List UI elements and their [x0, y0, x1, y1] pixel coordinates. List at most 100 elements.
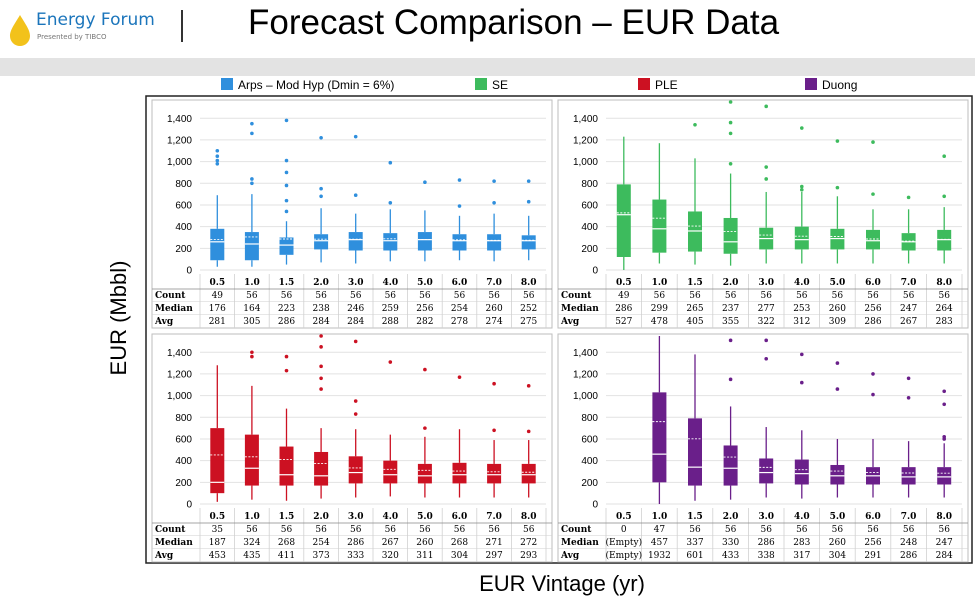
box-arps-mod-hyp-dmin-6-7 — [452, 178, 467, 261]
outlier-point — [800, 184, 804, 189]
x-tick-label: 6.0 — [452, 278, 468, 288]
box-se-0 — [616, 136, 631, 270]
outlier-point — [835, 387, 840, 391]
y-tick-label: 0 — [592, 500, 598, 511]
outlier-point — [353, 193, 358, 198]
y-tick-label: 200 — [581, 478, 598, 489]
stat-median-value: 252 — [520, 304, 537, 314]
stat-avg-value: 373 — [313, 551, 330, 561]
y-tick-label: 1,400 — [167, 348, 192, 359]
x-tick-label: 1.0 — [244, 278, 260, 288]
outlier-point — [250, 350, 254, 355]
stat-median-value: 268 — [278, 538, 295, 548]
x-tick-label: 2.0 — [723, 512, 739, 522]
outlier-point — [764, 356, 768, 361]
x-tick-label: 3.0 — [758, 512, 774, 522]
stat-avg-value: 433 — [722, 551, 739, 561]
header-band — [0, 58, 975, 76]
outlier-point — [871, 372, 875, 376]
outlier-point — [457, 204, 462, 208]
x-tick-label: 1.5 — [279, 278, 295, 288]
stat-median-value: 260 — [416, 538, 433, 548]
x-tick-label: 8.0 — [521, 278, 537, 288]
y-tick-label: 800 — [581, 413, 598, 424]
stat-avg-value: 284 — [936, 551, 953, 561]
box-body — [210, 228, 225, 261]
outlier-point — [942, 154, 946, 158]
outlier-point — [319, 334, 323, 338]
box-duong-6 — [830, 361, 845, 498]
box-arps-mod-hyp-dmin-6-5 — [383, 160, 398, 262]
panel-frame — [557, 99, 969, 329]
stat-count-value: 56 — [523, 291, 535, 301]
stat-count-value: 0 — [621, 525, 627, 535]
box-arps-mod-hyp-dmin-6-1 — [244, 121, 259, 267]
stat-median-value: 264 — [936, 304, 953, 314]
outlier-point — [388, 360, 393, 364]
stat-row-label: Count — [155, 291, 186, 301]
stat-count-value: 56 — [760, 525, 772, 535]
outlier-point — [215, 158, 220, 163]
x-tick-label: 2.0 — [313, 278, 329, 288]
stat-row-label: Avg — [560, 317, 580, 327]
outlier-point — [871, 192, 875, 196]
stat-count-value: 56 — [867, 525, 879, 535]
box-ple-8 — [487, 381, 502, 498]
x-tick-label: 6.0 — [452, 512, 468, 522]
stat-count-value: 49 — [618, 291, 630, 301]
stat-count-value: 56 — [796, 291, 808, 301]
outlier-point — [800, 380, 804, 385]
y-tick-label: 1,200 — [167, 369, 192, 380]
box-ple-3 — [314, 334, 329, 499]
x-tick-label: 4.0 — [794, 512, 810, 522]
legend-label: SE — [492, 78, 508, 92]
x-tick-label: 1.0 — [244, 512, 260, 522]
stat-avg-value: (Empty) — [606, 550, 643, 561]
box-body — [866, 229, 880, 250]
outlier-point — [728, 377, 733, 382]
stat-avg-value: 322 — [758, 317, 775, 327]
box-duong-1 — [652, 336, 667, 504]
x-tick-label: 8.0 — [936, 512, 952, 522]
stat-avg-value: 304 — [451, 551, 468, 561]
stat-median-value: 238 — [313, 304, 330, 314]
stat-row-label: Median — [155, 538, 193, 548]
box-se-6 — [830, 139, 845, 264]
legend-item-se: SE — [475, 78, 508, 92]
stat-count-value: 56 — [689, 525, 701, 535]
outlier-point — [942, 402, 946, 407]
box-ple-7 — [452, 375, 467, 498]
box-ple-0 — [210, 365, 225, 502]
outlier-point — [215, 148, 220, 153]
box-duong-3 — [723, 338, 738, 500]
stat-median-value: 286 — [758, 538, 775, 548]
outlier-point — [388, 160, 393, 165]
panel-frame — [557, 333, 969, 563]
stat-avg-value: 283 — [936, 317, 953, 327]
stat-avg-value: 286 — [278, 317, 295, 327]
stat-count-value: 56 — [488, 291, 500, 301]
y-tick-label: 1,000 — [573, 157, 598, 168]
outlier-point — [284, 158, 289, 163]
stat-count-value: 56 — [315, 525, 327, 535]
outlier-point — [728, 338, 733, 343]
y-tick-label: 200 — [581, 244, 598, 255]
stat-avg-value: 305 — [243, 317, 260, 327]
box-body — [830, 464, 845, 485]
stat-median-value: 260 — [829, 538, 846, 548]
outlier-point — [284, 209, 289, 214]
stat-median-value: 247 — [900, 304, 917, 314]
stat-avg-value: 274 — [486, 317, 503, 327]
panel-ple: 0 200 400 600 800 1,000 1,200 1,400 0.5 1.0 1.5 2.0… — [151, 333, 553, 563]
stat-count-value: 56 — [832, 291, 844, 301]
stat-avg-value: 293 — [520, 551, 537, 561]
legend-label: PLE — [655, 78, 678, 92]
x-tick-label: 2.0 — [313, 512, 329, 522]
x-tick-label: 4.0 — [382, 512, 398, 522]
box-arps-mod-hyp-dmin-6-2 — [279, 118, 294, 265]
x-tick-label: 7.0 — [901, 512, 917, 522]
box-duong-4 — [759, 338, 774, 498]
stat-median-value: 248 — [900, 538, 917, 548]
stat-median-value: 277 — [758, 304, 775, 314]
